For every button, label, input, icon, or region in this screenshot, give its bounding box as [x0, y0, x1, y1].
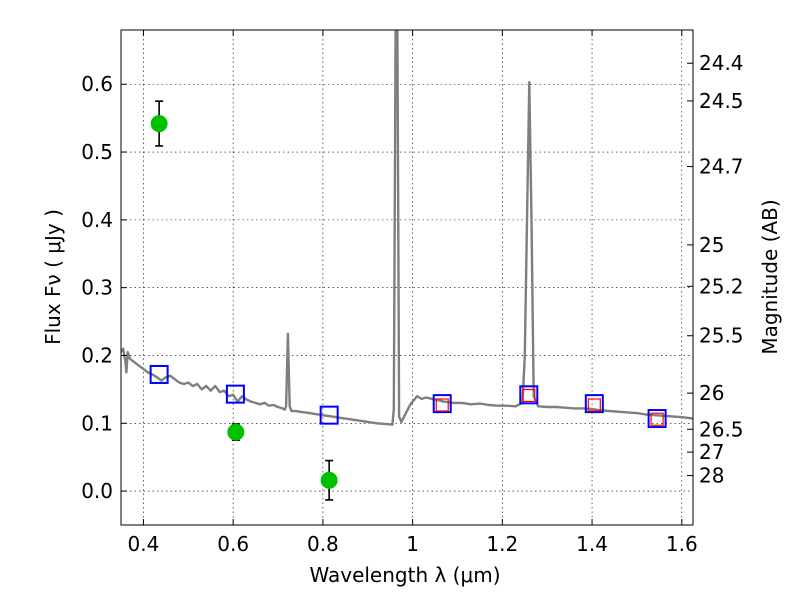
plot-background: [121, 30, 693, 525]
grid-lines: [121, 30, 693, 525]
x-axis-title: Wavelength λ (μm): [309, 563, 500, 587]
model-photometry-square: [647, 409, 667, 429]
y2-tick-label: 25.2: [699, 274, 744, 298]
model-photometry-square: [432, 394, 452, 414]
x-tick-label: 1: [406, 532, 419, 556]
plot-marks: [121, 30, 693, 501]
plot-frame: [120, 29, 694, 526]
y2-tick-label: 24.4: [699, 51, 744, 75]
model-photometry-square: [149, 364, 169, 384]
y2-tick-label: 25: [699, 233, 724, 257]
y2-tick-label: 27: [699, 440, 724, 464]
x-tick-label: 0.6: [217, 532, 249, 556]
model-photometry-square: [584, 394, 604, 414]
y-tick-label: 0.6: [81, 72, 113, 96]
y-tick-label: 0.2: [81, 343, 113, 367]
y2-tick-label: 24.5: [699, 89, 744, 113]
model-photometry-square: [519, 385, 539, 405]
y-axis-title: Flux Fν ( μJy ): [41, 209, 65, 345]
y-tick-label: 0.5: [81, 140, 113, 164]
y-tick-label: 0.3: [81, 276, 113, 300]
y-tick-label: 0.1: [81, 411, 113, 435]
model-photometry-inner-square: [522, 388, 536, 403]
x-tick-label: 1.4: [576, 532, 608, 556]
y2-axis-title: Magnitude (AB): [758, 199, 782, 354]
observed-flux-point: [150, 115, 168, 133]
y2-tick-label: 28: [699, 464, 724, 488]
y-tick-label: 0.0: [81, 479, 113, 503]
observed-flux-point: [320, 471, 338, 489]
y2-tick-label: 24.7: [699, 155, 744, 179]
x-tick-label: 0.8: [307, 532, 339, 556]
model-photometry-inner-square: [435, 398, 449, 412]
y2-tick-label: 25.5: [699, 324, 744, 348]
model-photometry-square: [225, 384, 245, 404]
spectrum-line: [121, 30, 693, 426]
model-photometry-square: [319, 405, 339, 425]
x-tick-label: 1.6: [666, 532, 698, 556]
x-tick-label: 0.4: [128, 532, 160, 556]
y-tick-label: 0.4: [81, 208, 113, 232]
y2-tick-label: 26.5: [699, 417, 744, 441]
y2-tick-label: 26: [699, 381, 724, 405]
axis-ticks: 0.4 0.6 0.8 1 1.2 1.4 1.6 0.0 0.1 0.2 0.3 0.4 0.5 0.6…: [81, 30, 744, 556]
model-photometry-inner-square: [650, 412, 664, 426]
model-photometry-inner-square: [587, 398, 601, 412]
observed-flux-point: [227, 423, 245, 441]
x-tick-label: 1.2: [486, 532, 518, 556]
